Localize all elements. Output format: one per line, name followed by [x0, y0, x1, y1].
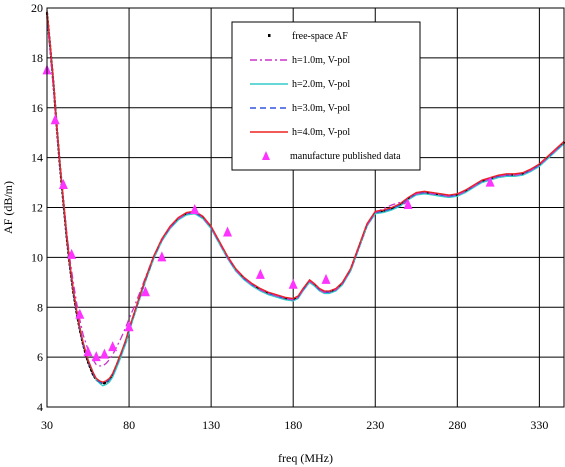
marker-manufacturer-data: [140, 286, 150, 297]
y-tick-label: 4: [37, 400, 43, 414]
y-tick-label: 14: [31, 151, 43, 165]
marker-manufacturer-data: [124, 321, 134, 332]
x-tick-label: 230: [366, 418, 384, 432]
series-h-1-0m-v-pol-line: [46, 17, 565, 367]
series-h-4-0m-v-pol-line: [46, 10, 565, 383]
x-tick-label: 130: [202, 418, 220, 432]
marker-manufacturer-data: [403, 199, 413, 210]
legend-label: free-space AF: [292, 31, 348, 42]
marker-manufacturer-data: [99, 348, 109, 359]
marker-manufacturer-data: [485, 176, 495, 187]
marker-manufacturer-data: [50, 114, 60, 125]
legend-swatch: [268, 34, 271, 37]
y-tick-label: 6: [37, 350, 43, 364]
legend: free-space AF h=1.0m, V-pol h=2.0m, V-pol h…: [231, 21, 421, 171]
marker-manufacturer-data: [58, 179, 68, 190]
marker-manufacturer-data: [67, 248, 77, 259]
x-tick-label: 180: [284, 418, 302, 432]
legend-label: h=2.0m, V-pol: [292, 79, 350, 90]
plot-frame: [46, 7, 565, 408]
y-tick-label: 12: [31, 201, 43, 215]
marker-manufacturer-data: [255, 268, 265, 279]
y-tick-label: 10: [31, 250, 43, 264]
legend-label: h=1.0m, V-pol: [292, 55, 350, 66]
marker-manufacturer-data: [83, 346, 93, 357]
marker-manufacturer-data: [75, 308, 85, 319]
legend-label: h=4.0m, V-pol: [292, 127, 350, 138]
marker-manufacturer-data: [91, 351, 101, 362]
marker-manufacturer-data: [190, 203, 200, 214]
x-tick-label: 330: [530, 418, 548, 432]
legend-box: [231, 21, 421, 171]
x-tick-label: 80: [123, 418, 135, 432]
series-layer: [42, 10, 565, 387]
legend-label: h=3.0m, V-pol: [292, 103, 350, 114]
axis-ticks: 30 80 130 180 230 280 330 4 6 8 10 12 14 16 18 20: [31, 1, 548, 432]
x-tick-label: 280: [448, 418, 466, 432]
x-tick-label: 30: [41, 418, 53, 432]
y-axis-label: AF (dB/m): [1, 181, 15, 234]
y-tick-label: 8: [37, 300, 43, 314]
marker-manufacturer-data: [321, 273, 331, 284]
x-axis-label: freq (MHz): [278, 451, 333, 465]
y-tick-label: 20: [31, 1, 43, 15]
legend-label: manufacture published data: [290, 151, 401, 162]
legend-marker: [262, 151, 270, 160]
marker-manufacturer-data: [157, 251, 167, 262]
y-tick-label: 16: [31, 101, 43, 115]
y-tick-label: 18: [31, 51, 43, 65]
marker-manufacturer-data: [108, 341, 118, 352]
marker-manufacturer-data: [223, 226, 233, 237]
marker-manufacturer-data: [288, 278, 298, 289]
